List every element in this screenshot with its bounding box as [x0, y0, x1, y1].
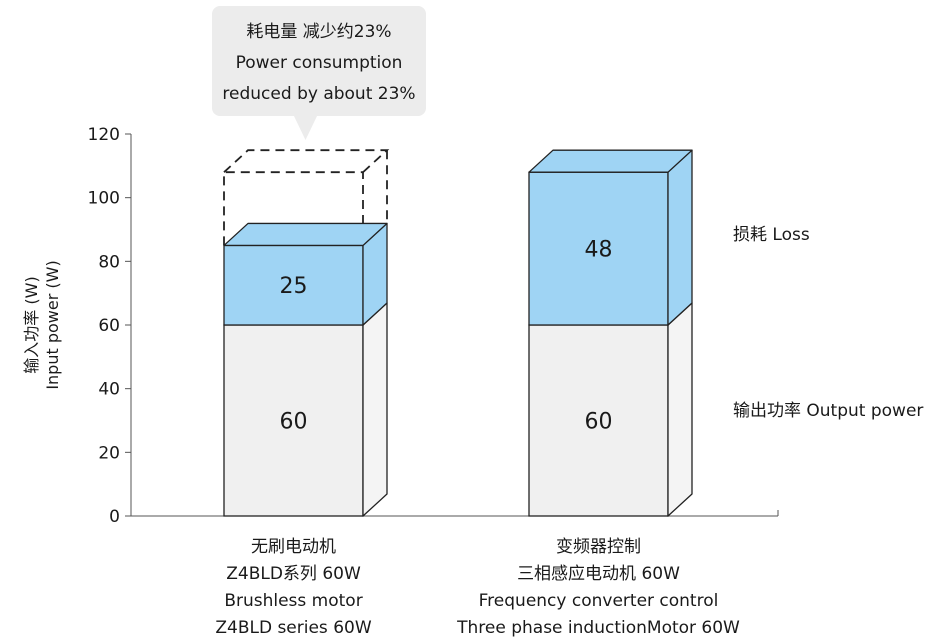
bar-segment-front [528, 324, 669, 517]
callout-box [212, 6, 426, 116]
callout: 耗电量 减少约23% Power consumption reduced by ab… [212, 6, 426, 246]
labels: 60 25 无刷电动机 Z4BLD系列 60W Brushless motor Z4BLD… [215, 225, 923, 638]
category-label-line: 三相感应电动机 60W [517, 564, 680, 584]
bar-value-label: 60 [585, 410, 613, 435]
callout-pointer [293, 115, 318, 140]
y-tick-label: 100 [88, 189, 120, 209]
y-tick-label: 40 [98, 380, 120, 400]
bar-value-label: 25 [280, 274, 308, 299]
bar-segment-side [667, 302, 693, 517]
callout-text-line: reduced by about 23% [222, 84, 415, 104]
y-axis-title-en: Input power (W) [43, 260, 62, 389]
bar-value-label: 48 [585, 238, 613, 263]
y-tick-label: 120 [88, 125, 120, 145]
bar-segment-side [362, 302, 388, 517]
category-label-line: Brushless motor [224, 591, 362, 611]
callout-text-line: 耗电量 减少约23% [246, 22, 391, 42]
callout-text-line: Power consumption [236, 53, 403, 73]
y-tick-label: 0 [109, 507, 120, 527]
category-label-line: Frequency converter control [479, 591, 719, 611]
bar-value-label: 60 [280, 410, 308, 435]
reference-top-dashed [223, 149, 390, 173]
y-axis-title-cn: 输入功率 (W) [22, 276, 41, 373]
bar-segment-side [667, 149, 693, 326]
category-label-line: Z4BLD系列 60W [226, 564, 361, 584]
bar-top-face [223, 222, 388, 247]
y-tick-label: 80 [98, 252, 120, 272]
category-label-line: Three phase inductionMotor 60W [456, 618, 740, 638]
bar-segment-front [223, 244, 364, 326]
legend-output-power: 输出功率 Output power [733, 401, 923, 421]
category-label-line: 变频器控制 [556, 537, 641, 557]
category-label-line: Z4BLD series 60W [215, 618, 371, 638]
bar-segment-front [528, 171, 669, 326]
bars [223, 149, 693, 517]
reference-front-dashed [223, 171, 364, 246]
y-tick-label: 60 [98, 316, 120, 336]
bar-top-face [528, 149, 693, 173]
category-label-line: 无刷电动机 [251, 537, 336, 557]
legend-loss: 损耗 Loss [733, 225, 810, 245]
y-tick-label: 20 [98, 443, 120, 463]
